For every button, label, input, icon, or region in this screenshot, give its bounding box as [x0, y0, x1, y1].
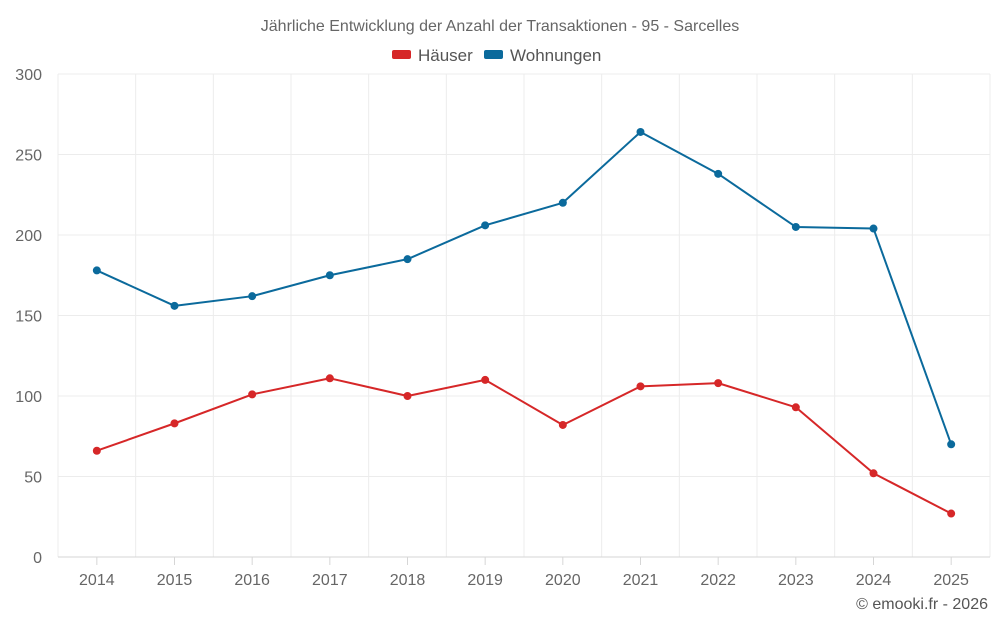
data-point[interactable] — [791, 222, 800, 231]
data-point[interactable] — [92, 266, 101, 275]
data-point[interactable] — [791, 403, 800, 412]
y-tick-label: 200 — [15, 228, 42, 245]
legend-label: Wohnungen — [510, 46, 601, 65]
legend-item[interactable]: Wohnungen — [484, 46, 601, 65]
y-tick-label: 300 — [15, 67, 42, 84]
data-point[interactable] — [403, 392, 412, 400]
credit-text: © emooki.fr - 2026 — [856, 596, 988, 613]
y-tick-label: 150 — [15, 309, 42, 326]
data-point[interactable] — [714, 169, 723, 178]
x-tick-label: 2022 — [700, 572, 736, 589]
data-point[interactable] — [481, 221, 490, 230]
series-layer — [92, 127, 956, 518]
data-point[interactable] — [869, 469, 878, 478]
legend: Häuser Wohnungen — [392, 46, 601, 65]
data-point[interactable] — [403, 255, 412, 264]
x-tick-label: 2023 — [778, 572, 814, 589]
y-tick-label: 50 — [24, 470, 42, 487]
x-tick-label: 2025 — [933, 572, 969, 589]
y-tick-label: 0 — [33, 550, 42, 567]
data-point[interactable] — [947, 509, 956, 518]
data-point[interactable] — [558, 198, 567, 207]
data-point[interactable] — [170, 419, 179, 428]
y-tick-label: 250 — [15, 148, 42, 165]
x-tick-label: 2017 — [312, 572, 348, 589]
series-line — [96, 377, 952, 515]
data-point[interactable] — [248, 292, 257, 301]
legend-label: Häuser — [418, 46, 473, 65]
x-tick-label: 2020 — [545, 572, 581, 589]
x-tick-label: 2018 — [390, 572, 426, 589]
x-tick-label: 2021 — [623, 572, 659, 589]
data-point[interactable] — [558, 420, 567, 429]
legend-item[interactable]: Häuser — [392, 46, 473, 65]
x-tick-label: 2024 — [856, 572, 892, 589]
data-point[interactable] — [714, 379, 723, 388]
legend-swatch — [484, 50, 503, 59]
series-haeuser — [92, 374, 956, 518]
data-point[interactable] — [325, 374, 334, 383]
data-point[interactable] — [869, 224, 878, 233]
x-tick-label: 2016 — [234, 572, 270, 589]
data-point[interactable] — [170, 301, 179, 310]
data-point[interactable] — [636, 382, 645, 391]
series-line — [96, 130, 953, 445]
legend-swatch — [392, 50, 411, 59]
y-tick-label: 100 — [15, 389, 42, 406]
series-wohnungen — [92, 127, 956, 449]
x-tick-label: 2015 — [157, 572, 193, 589]
data-point[interactable] — [325, 271, 334, 280]
data-point[interactable] — [947, 440, 956, 449]
chart-title: Jährliche Entwicklung der Anzahl der Tra… — [261, 18, 739, 35]
data-point[interactable] — [248, 390, 257, 399]
data-point[interactable] — [636, 127, 645, 136]
x-tick-label: 2014 — [79, 572, 115, 589]
x-tick-label: 2019 — [467, 572, 503, 589]
data-point[interactable] — [481, 375, 490, 384]
data-point[interactable] — [92, 446, 101, 455]
grid — [57, 73, 991, 557]
axes: 0 50 100 150 200 250 300 2014 2015 2016 2017 2018 20… — [15, 67, 990, 589]
